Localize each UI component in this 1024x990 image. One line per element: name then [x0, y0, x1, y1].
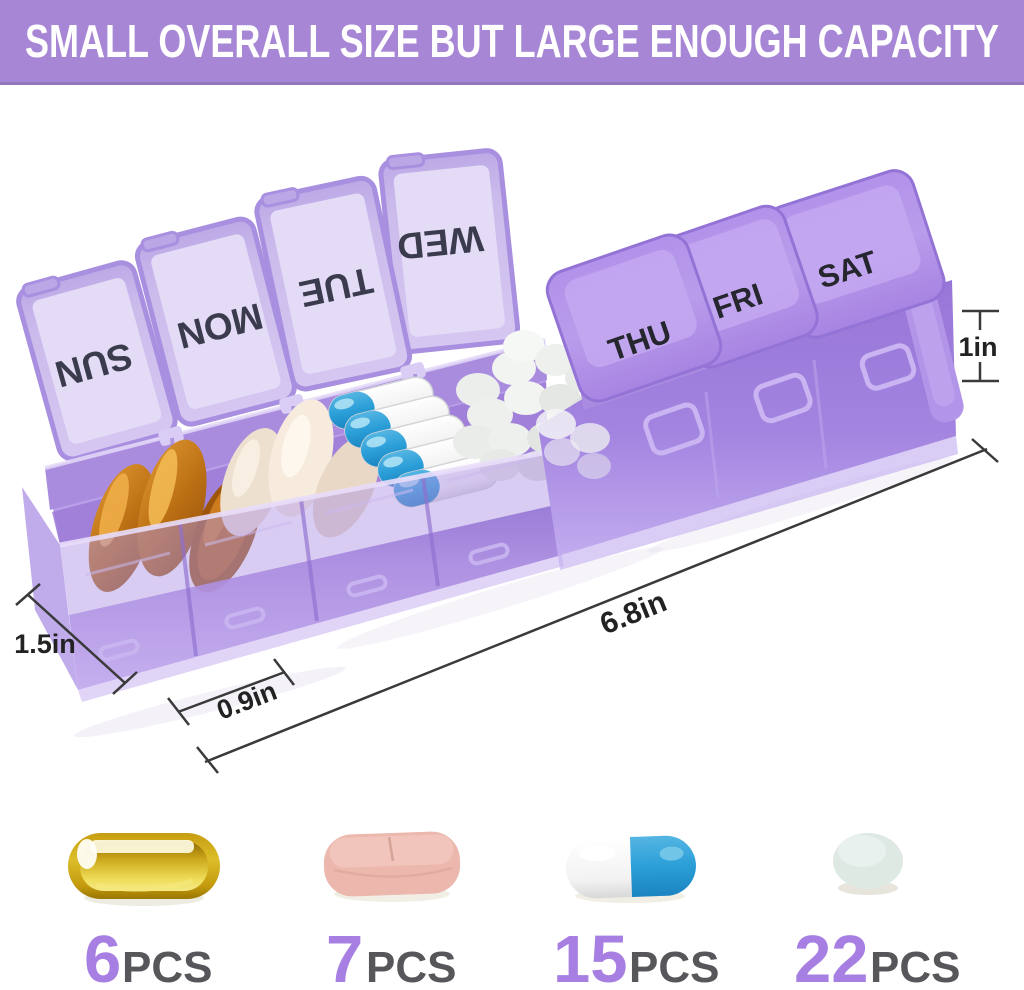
svg-text:1.5in: 1.5in — [14, 629, 76, 659]
svg-text:PCS: PCS — [122, 943, 212, 985]
svg-text:WED: WED — [395, 218, 485, 268]
svg-text:PCS: PCS — [870, 943, 960, 985]
svg-text:15: 15 — [553, 922, 628, 985]
svg-text:PCS: PCS — [366, 943, 456, 985]
svg-text:22: 22 — [794, 922, 869, 985]
svg-text:SMALL OVERALL SIZE BUT LARGE E: SMALL OVERALL SIZE BUT LARGE ENOUGH CAPA… — [25, 15, 999, 67]
svg-text:7: 7 — [326, 922, 363, 985]
svg-text:6: 6 — [84, 922, 121, 985]
svg-text:PCS: PCS — [629, 943, 719, 985]
svg-text:1in: 1in — [958, 332, 997, 362]
